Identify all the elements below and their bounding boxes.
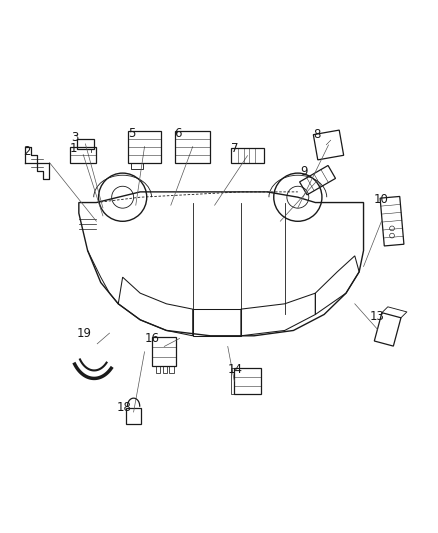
Text: 2: 2 [23, 146, 31, 158]
Bar [128, 131, 161, 163]
Bar [234, 368, 261, 394]
Text: 3: 3 [72, 131, 79, 144]
Text: 8: 8 [313, 128, 320, 141]
Text: 18: 18 [117, 401, 131, 414]
Bar [175, 131, 210, 163]
Text: 9: 9 [300, 165, 308, 178]
Bar [152, 337, 176, 367]
Bar [162, 367, 167, 373]
Bar [77, 139, 94, 149]
Text: 10: 10 [374, 193, 389, 206]
Bar [126, 408, 141, 424]
Text: 14: 14 [228, 363, 243, 376]
Text: 13: 13 [370, 310, 385, 322]
Bar [231, 148, 264, 163]
Bar [231, 368, 234, 394]
Bar [170, 367, 174, 373]
Bar [70, 147, 96, 163]
Text: 7: 7 [230, 142, 238, 155]
Text: 16: 16 [145, 333, 160, 345]
Bar [131, 163, 143, 169]
Text: 5: 5 [128, 127, 135, 140]
Text: 6: 6 [173, 127, 181, 140]
Text: 19: 19 [77, 327, 92, 340]
Text: 1: 1 [69, 142, 77, 155]
Bar [156, 367, 160, 373]
